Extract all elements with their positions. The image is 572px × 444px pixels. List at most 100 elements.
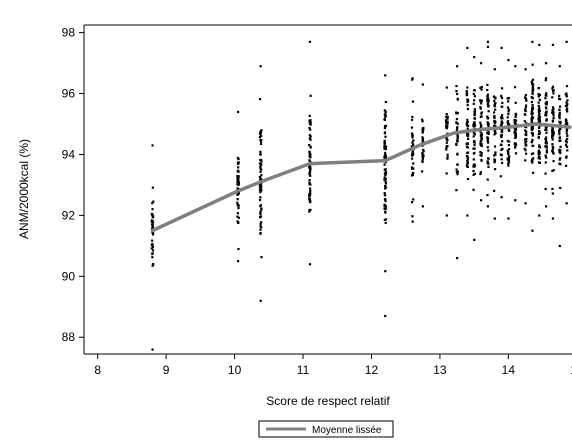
scatter-point (552, 159, 555, 163)
scatter-point (473, 95, 477, 98)
scatter-point (383, 205, 386, 208)
scatter-point (236, 162, 240, 165)
scatter-point (410, 157, 414, 160)
scatter-point (486, 139, 489, 142)
scatter-point (531, 161, 534, 164)
scatter-point (383, 141, 386, 144)
scatter-point (236, 166, 240, 169)
scatter-point (500, 96, 504, 100)
scatter-point (537, 135, 540, 138)
scatter-point (308, 159, 311, 162)
scatter-point (537, 153, 540, 156)
scatter-point (493, 115, 496, 118)
scatter-point (565, 145, 569, 148)
scatter-point (479, 62, 483, 65)
scatter-point (500, 153, 503, 157)
scatter-point (537, 152, 540, 155)
scatter-point (506, 97, 509, 100)
scatter-point (537, 132, 540, 136)
scatter-point (559, 157, 562, 160)
scatter-point (308, 194, 311, 197)
scatter-point (506, 157, 509, 160)
scatter-point (500, 46, 503, 50)
scatter-point (480, 152, 483, 155)
scatter-point (530, 113, 533, 116)
scatter-point (544, 62, 548, 65)
scatter-point (456, 122, 459, 125)
scatter-point (514, 136, 517, 139)
scatter-point (480, 132, 483, 136)
scatter-point (152, 263, 155, 266)
scatter-point (486, 102, 489, 106)
scatter-point (514, 113, 518, 116)
scatter-point (384, 74, 387, 77)
scatter-point (508, 140, 511, 143)
scatter-point (237, 175, 240, 178)
scatter-point (500, 94, 503, 98)
scatter-point (551, 148, 554, 151)
scatter-point (309, 128, 312, 131)
scatter-point (421, 141, 424, 144)
scatter-point (473, 117, 477, 120)
scatter-point (480, 112, 483, 115)
scatter-point (551, 89, 555, 93)
x-tick-label: 15 (570, 363, 572, 377)
scatter-point (545, 141, 548, 145)
scatter-point (507, 156, 511, 159)
scatter-point (421, 118, 424, 121)
scatter-point (472, 92, 475, 96)
scatter-point (494, 120, 497, 123)
scatter-point (486, 194, 489, 197)
scatter-point (494, 132, 497, 135)
scatter-point (544, 97, 547, 100)
scatter-point (538, 118, 541, 121)
scatter-point (531, 89, 534, 92)
scatter-point (259, 165, 262, 168)
scatter-point (544, 77, 548, 80)
scatter-point (558, 111, 561, 115)
scatter-point (384, 111, 387, 114)
scatter-point (531, 40, 534, 43)
legend-box (258, 420, 394, 438)
scatter-point (237, 176, 240, 179)
scatter-point (538, 129, 541, 133)
scatter-point (259, 170, 262, 173)
scatter-point (455, 143, 458, 146)
scatter-point (259, 191, 262, 194)
scatter-point (514, 135, 517, 138)
scatter-point (493, 145, 497, 148)
scatter-point (421, 137, 425, 141)
scatter-point (538, 107, 541, 110)
scatter-point (411, 77, 414, 80)
scatter-point (309, 189, 312, 192)
scatter-point (384, 177, 387, 180)
scatter-point (259, 142, 263, 146)
scatter-point (151, 239, 154, 242)
scatter-point (500, 131, 503, 134)
scatter-point (524, 141, 527, 144)
scatter-point (473, 89, 476, 92)
scatter-point (455, 129, 458, 132)
scatter-point (445, 141, 448, 144)
scatter-point (513, 130, 517, 133)
scatter-point (479, 107, 482, 110)
scatter-point (545, 151, 548, 154)
scatter-point (514, 115, 517, 118)
scatter-point (384, 100, 388, 104)
scatter-point (456, 137, 459, 141)
scatter-point (524, 113, 527, 116)
scatter-point (501, 140, 504, 143)
scatter-point (422, 126, 425, 130)
scatter-point (525, 99, 528, 102)
scatter-point (513, 86, 517, 89)
scatter-point (537, 110, 540, 113)
scatter-point (456, 65, 459, 68)
scatter-point (551, 106, 555, 109)
scatter-point (151, 213, 154, 216)
scatter-point (445, 148, 448, 151)
scatter-point (473, 108, 476, 111)
scatter-point (466, 118, 469, 122)
scatter-point (383, 118, 386, 121)
scatter-point (466, 137, 470, 140)
